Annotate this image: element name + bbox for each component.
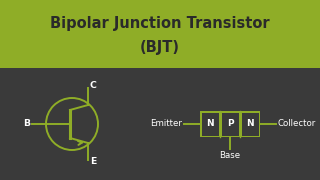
Text: Bipolar Junction Transistor: Bipolar Junction Transistor <box>50 16 270 31</box>
Text: Collector: Collector <box>278 120 316 129</box>
Text: Base: Base <box>220 151 241 160</box>
Text: N: N <box>246 120 254 129</box>
Bar <box>242 112 259 136</box>
Bar <box>0 0 320 68</box>
Text: N: N <box>206 120 214 129</box>
Text: P: P <box>227 120 233 129</box>
Bar <box>200 111 260 137</box>
Text: (BJT): (BJT) <box>140 40 180 55</box>
Bar <box>202 112 219 136</box>
Text: C: C <box>90 82 97 91</box>
Bar <box>221 112 238 136</box>
Text: B: B <box>23 120 30 129</box>
Text: Emitter: Emitter <box>150 120 182 129</box>
Text: E: E <box>90 158 96 166</box>
